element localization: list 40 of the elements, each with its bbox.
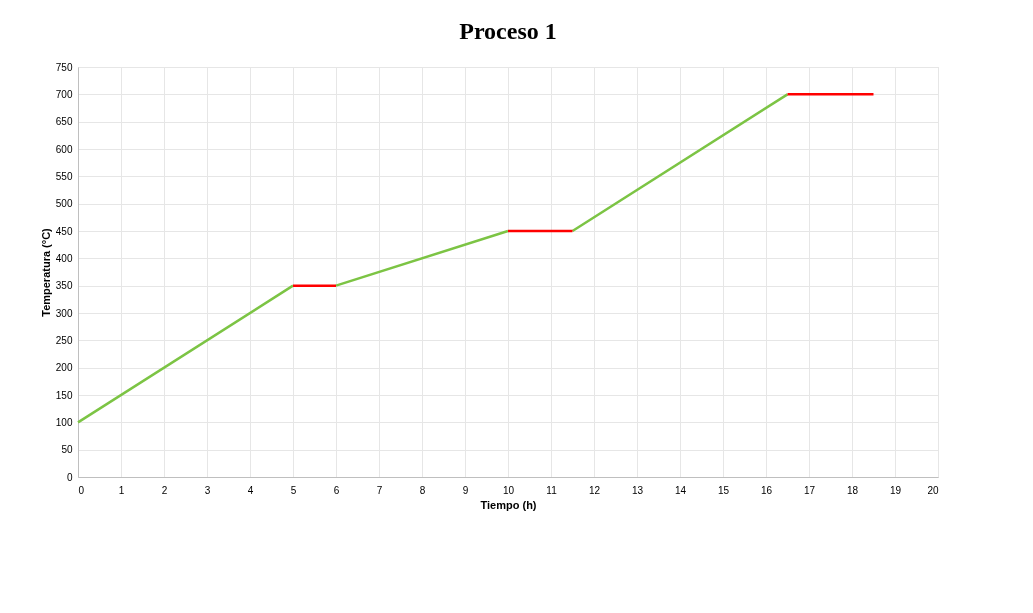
x-tick-label: 5 xyxy=(290,484,297,496)
y-tick-label: 600 xyxy=(55,143,73,155)
y-tick-label: 200 xyxy=(55,362,73,374)
y-tick-label: 650 xyxy=(55,116,73,128)
x-tick-label: 16 xyxy=(760,484,773,496)
x-tick-label: 4 xyxy=(247,484,254,496)
x-tick-label: 19 xyxy=(889,484,902,496)
x-tick-label: 7 xyxy=(376,484,383,496)
x-axis-title: Tiempo (h) xyxy=(480,498,537,511)
chart-title: Proceso 1 xyxy=(459,18,557,44)
y-tick-label: 0 xyxy=(66,471,73,483)
x-tick-label: 17 xyxy=(803,484,816,496)
y-tick-label: 50 xyxy=(61,444,73,456)
x-tick-label: 9 xyxy=(462,484,469,496)
y-tick-label: 350 xyxy=(55,280,73,292)
x-tick-label: 0 xyxy=(78,484,85,496)
x-tick-label: 6 xyxy=(333,484,340,496)
y-tick-label: 450 xyxy=(55,225,73,237)
y-tick-label: 700 xyxy=(55,88,73,100)
x-tick-label: 8 xyxy=(419,484,426,496)
y-tick-label: 550 xyxy=(55,170,73,182)
x-tick-label: 13 xyxy=(631,484,644,496)
x-tick-label: 20 xyxy=(927,484,939,496)
y-axis-title: Temperatura (°C) xyxy=(39,227,52,317)
x-tick-label: 2 xyxy=(161,484,168,496)
y-tick-label: 100 xyxy=(55,416,73,428)
y-tick-label: 150 xyxy=(55,389,73,401)
y-tick-label: 250 xyxy=(55,334,73,346)
x-tick-label: 14 xyxy=(674,484,687,496)
y-tick-label: 300 xyxy=(55,307,73,319)
y-tick-label: 500 xyxy=(55,198,73,210)
x-tick-label: 15 xyxy=(717,484,730,496)
x-tick-label: 11 xyxy=(546,484,558,496)
y-tick-label: 750 xyxy=(55,61,73,73)
x-tick-label: 18 xyxy=(846,484,859,496)
y-tick-label: 400 xyxy=(55,252,73,264)
x-tick-label: 1 xyxy=(118,484,125,496)
x-tick-label: 3 xyxy=(204,484,211,496)
x-tick-label: 12 xyxy=(588,484,601,496)
x-tick-label: 10 xyxy=(502,484,515,496)
